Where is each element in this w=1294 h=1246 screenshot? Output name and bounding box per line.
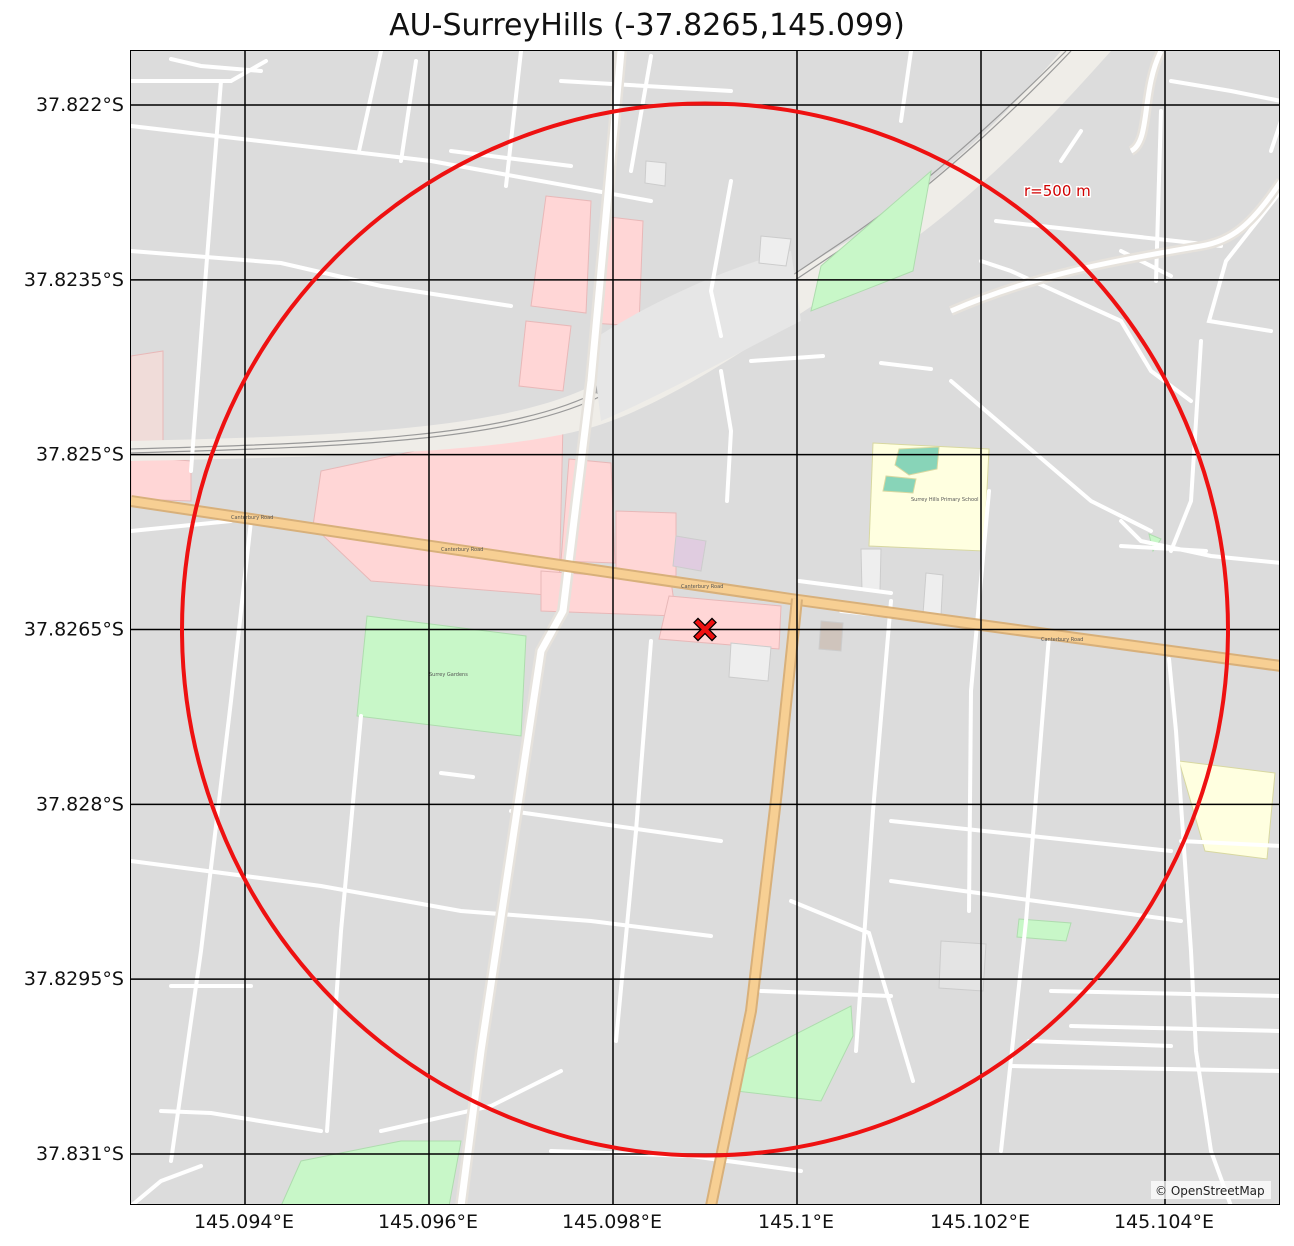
parks — [281, 169, 1162, 1204]
lat-tick-label: 37.8295°S — [24, 968, 124, 990]
school-label: Surrey Hills Primary School — [911, 497, 979, 503]
lat-tick-label: 37.8235°S — [24, 269, 124, 291]
lat-tick-label: 37.831°S — [36, 1143, 124, 1165]
rail-corridor — [131, 51, 1111, 461]
attribution-text: © OpenStreetMap — [1155, 1184, 1265, 1198]
lon-tick-label: 145.096°E — [378, 1211, 478, 1233]
lon-tick-label: 145.102°E — [930, 1211, 1030, 1233]
lat-tick-label: 37.822°S — [36, 94, 124, 116]
radius-circle — [180, 101, 1230, 1158]
lat-tick-label: 37.828°S — [36, 793, 124, 815]
map-canvas[interactable]: Canterbury Road Canterbury Road Canterbu… — [130, 50, 1280, 1205]
main-roads — [131, 495, 1279, 1204]
road-label: Canterbury Road — [681, 584, 723, 590]
lat-tick-label: 37.8265°S — [24, 619, 124, 641]
station-forecourt — [591, 251, 801, 421]
arterial-roads — [455, 51, 1279, 1204]
local-streets — [131, 51, 1279, 1204]
center-marker-icon — [693, 617, 717, 642]
lon-tick-label: 145.098°E — [562, 1211, 662, 1233]
map-title: AU-SurreyHills (-37.8265,145.099) — [389, 8, 905, 43]
graticule — [131, 51, 1279, 1204]
road-label: Canterbury Road — [441, 547, 483, 553]
lon-tick-label: 145.104°E — [1114, 1211, 1214, 1233]
radius-label: r=500 m — [1024, 182, 1091, 200]
road-label: Canterbury Road — [231, 515, 273, 521]
basemap: Canterbury Road Canterbury Road Canterbu… — [131, 51, 1279, 1204]
road-label: Canterbury Road — [1041, 637, 1083, 643]
overlay: r=500 m — [180, 101, 1230, 1158]
lat-tick-label: 37.825°S — [36, 444, 124, 466]
lon-tick-label: 145.094°E — [194, 1211, 294, 1233]
attribution-box — [1151, 1181, 1271, 1199]
lon-tick-label: 145.1°E — [758, 1211, 834, 1233]
park-label: Surrey Gardens — [429, 672, 468, 678]
